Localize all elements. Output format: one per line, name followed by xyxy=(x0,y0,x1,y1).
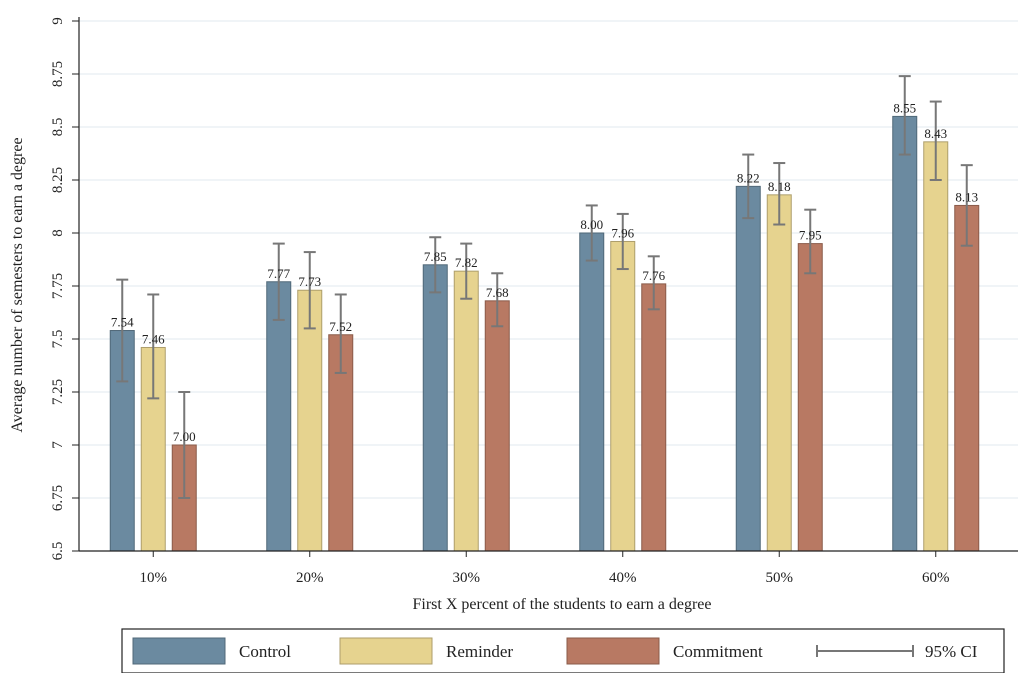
legend-ci-label: 95% CI xyxy=(925,642,978,661)
legend: Control Reminder Commitment 95% CI xyxy=(121,628,1005,673)
axes xyxy=(72,17,1018,557)
legend-label: Commitment xyxy=(673,642,763,661)
bar xyxy=(453,270,479,552)
data-label: 8.22 xyxy=(737,170,760,185)
x-tick-label: 40% xyxy=(609,570,637,586)
legend-label: Reminder xyxy=(446,642,513,661)
y-tick-label: 7 xyxy=(50,441,66,449)
data-label: 8.00 xyxy=(580,217,603,232)
data-label: 8.43 xyxy=(924,126,947,141)
data-labels: 7.54 7.46 7.00 7.77 7.73 7.52 7.85 7.82 7.68 8.00… xyxy=(111,100,978,444)
bar xyxy=(892,115,918,552)
x-tick-label: 50% xyxy=(766,570,794,586)
bar xyxy=(610,240,636,552)
y-tick-label: 6.75 xyxy=(50,485,66,511)
data-label: 7.73 xyxy=(298,274,321,289)
data-label: 8.13 xyxy=(955,189,978,204)
bar xyxy=(484,300,510,552)
y-tick-label: 7.75 xyxy=(50,273,66,299)
x-tick-label: 10% xyxy=(140,570,168,586)
bar xyxy=(297,289,323,552)
data-label: 7.68 xyxy=(486,285,509,300)
y-tick-label: 8.25 xyxy=(50,167,66,193)
bar xyxy=(641,283,667,552)
bar xyxy=(923,141,949,552)
y-tick-labels: 6.5 6.75 7 7.25 7.5 7.75 8 8.25 8.5 8.75 9 xyxy=(50,17,66,560)
data-label: 7.77 xyxy=(267,266,290,281)
legend-swatch xyxy=(566,637,660,665)
y-tick-label: 7.5 xyxy=(50,330,66,349)
x-tick-label: 60% xyxy=(922,570,950,586)
bar xyxy=(579,232,605,552)
legend-swatch xyxy=(339,637,433,665)
gridlines xyxy=(79,20,1018,499)
bar xyxy=(266,281,292,552)
x-tick-labels: 10% 20% 30% 40% 50% 60% xyxy=(140,570,950,586)
data-label: 7.82 xyxy=(455,255,478,270)
data-label: 7.76 xyxy=(642,268,665,283)
y-tick-label: 8.75 xyxy=(50,61,66,87)
bar xyxy=(954,204,980,552)
bar xyxy=(735,185,761,552)
data-label: 8.18 xyxy=(768,179,791,194)
y-tick-label: 9 xyxy=(50,17,66,25)
legend-label: Control xyxy=(239,642,291,661)
y-axis-title: Average number of semesters to earn a de… xyxy=(9,137,26,432)
y-tick-label: 6.5 xyxy=(50,542,66,561)
x-axis-title: First X percent of the students to earn … xyxy=(412,596,711,613)
bar xyxy=(797,243,823,552)
x-tick-label: 30% xyxy=(453,570,481,586)
error-bars xyxy=(116,75,973,499)
data-label: 7.54 xyxy=(111,315,134,330)
data-label: 8.55 xyxy=(893,100,916,115)
data-label: 7.46 xyxy=(142,331,165,346)
bars xyxy=(109,115,980,552)
bar xyxy=(766,194,792,552)
x-tick-label: 20% xyxy=(296,570,324,586)
data-label: 7.00 xyxy=(173,429,196,444)
data-label: 7.95 xyxy=(799,228,822,243)
y-tick-label: 8.5 xyxy=(50,118,66,137)
legend-swatch xyxy=(132,637,226,665)
data-label: 7.52 xyxy=(329,319,352,334)
data-label: 7.96 xyxy=(611,225,634,240)
y-tick-label: 8 xyxy=(50,229,66,237)
y-tick-label: 7.25 xyxy=(50,379,66,405)
bar xyxy=(422,264,448,552)
data-label: 7.85 xyxy=(424,249,447,264)
